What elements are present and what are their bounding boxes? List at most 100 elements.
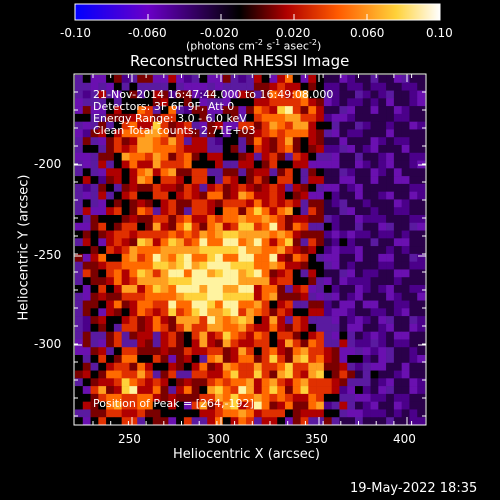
heatmap-cell bbox=[316, 215, 325, 224]
heatmap-cell bbox=[339, 269, 348, 278]
heatmap-cell bbox=[106, 285, 115, 294]
heatmap-cell bbox=[238, 113, 247, 122]
heatmap-cell bbox=[393, 246, 402, 255]
heatmap-cell bbox=[121, 75, 130, 84]
heatmap-cell bbox=[401, 386, 410, 395]
heatmap-cell bbox=[113, 386, 122, 395]
heatmap-cell bbox=[82, 90, 91, 99]
heatmap-cell bbox=[401, 176, 410, 185]
heatmap-cell bbox=[176, 269, 185, 278]
heatmap-cell bbox=[152, 378, 161, 387]
heatmap-cell bbox=[323, 339, 332, 348]
heatmap-cell bbox=[199, 417, 208, 426]
heatmap-cell bbox=[207, 152, 216, 161]
heatmap-cell bbox=[331, 168, 340, 177]
heatmap-cell bbox=[269, 168, 278, 177]
heatmap-cell bbox=[339, 409, 348, 418]
heatmap-cell bbox=[362, 176, 371, 185]
units-part: ) bbox=[316, 39, 322, 53]
heatmap-cell bbox=[300, 230, 309, 239]
heatmap-image bbox=[75, 75, 426, 426]
heatmap-cell bbox=[261, 417, 270, 426]
heatmap-cell bbox=[292, 98, 301, 107]
heatmap-cell bbox=[300, 176, 309, 185]
heatmap-cell bbox=[106, 121, 115, 130]
heatmap-cell bbox=[246, 370, 255, 379]
heatmap-cell bbox=[98, 90, 107, 99]
heatmap-cell bbox=[347, 277, 356, 286]
heatmap-cell bbox=[261, 308, 270, 317]
heatmap-cell bbox=[230, 401, 239, 410]
heatmap-cell bbox=[238, 269, 247, 278]
heatmap-cell bbox=[393, 106, 402, 115]
heatmap-cell bbox=[121, 308, 130, 317]
heatmap-cell bbox=[82, 393, 91, 402]
colorbar-ticks bbox=[74, 14, 441, 20]
heatmap-cell bbox=[176, 285, 185, 294]
heatmap-cell bbox=[292, 183, 301, 192]
heatmap-cell bbox=[113, 160, 122, 169]
heatmap-cell bbox=[183, 261, 192, 270]
heatmap-cell bbox=[246, 347, 255, 356]
heatmap-cell bbox=[253, 207, 262, 216]
heatmap-cell bbox=[113, 370, 122, 379]
footer-timestamp: 19-May-2022 18:35 bbox=[350, 481, 478, 496]
heatmap-cell bbox=[176, 347, 185, 356]
heatmap-cell bbox=[331, 82, 340, 91]
heatmap-cell bbox=[152, 292, 161, 301]
heatmap-cell bbox=[261, 277, 270, 286]
heatmap-cell bbox=[409, 129, 418, 138]
heatmap-cell bbox=[347, 300, 356, 309]
heatmap-cell bbox=[191, 323, 200, 332]
heatmap-cell bbox=[417, 269, 426, 278]
heatmap-cell bbox=[339, 238, 348, 247]
heatmap-cell bbox=[378, 386, 387, 395]
heatmap-cell bbox=[176, 90, 185, 99]
heatmap-cell bbox=[246, 137, 255, 146]
heatmap-cell bbox=[323, 253, 332, 262]
heatmap-cell bbox=[316, 113, 325, 122]
heatmap-cell bbox=[230, 285, 239, 294]
heatmap-cell bbox=[145, 121, 154, 130]
heatmap-cell bbox=[121, 300, 130, 309]
heatmap-cell bbox=[222, 176, 231, 185]
heatmap-cell bbox=[401, 168, 410, 177]
heatmap-cell bbox=[145, 331, 154, 340]
heatmap-cell bbox=[355, 378, 364, 387]
heatmap-cell bbox=[300, 285, 309, 294]
heatmap-cell bbox=[277, 121, 286, 130]
heatmap-cell bbox=[191, 269, 200, 278]
heatmap-cell bbox=[191, 253, 200, 262]
heatmap-cell bbox=[160, 246, 169, 255]
colorbar-tick-label: 0.060 bbox=[350, 26, 385, 40]
heatmap-cell bbox=[409, 207, 418, 216]
heatmap-cell bbox=[285, 347, 294, 356]
heatmap-cell bbox=[98, 222, 107, 231]
heatmap-cell bbox=[308, 113, 317, 122]
heatmap-cell bbox=[347, 230, 356, 239]
heatmap-cell bbox=[75, 121, 84, 130]
heatmap-cell bbox=[378, 98, 387, 107]
heatmap-cell bbox=[160, 90, 169, 99]
heatmap-cell bbox=[176, 308, 185, 317]
heatmap-cell bbox=[261, 331, 270, 340]
heatmap-cell bbox=[386, 347, 395, 356]
heatmap-cell bbox=[316, 362, 325, 371]
heatmap-cell bbox=[378, 285, 387, 294]
heatmap-cell bbox=[277, 183, 286, 192]
heatmap-cell bbox=[292, 145, 301, 154]
heatmap-cell bbox=[199, 409, 208, 418]
heatmap-cell bbox=[378, 121, 387, 130]
heatmap-cell bbox=[355, 370, 364, 379]
heatmap-cell bbox=[386, 323, 395, 332]
heatmap-cell bbox=[152, 199, 161, 208]
heatmap-cell bbox=[246, 183, 255, 192]
heatmap-cell bbox=[75, 362, 84, 371]
heatmap-cell bbox=[339, 168, 348, 177]
heatmap-cell bbox=[300, 183, 309, 192]
heatmap-cell bbox=[331, 261, 340, 270]
heatmap-cell bbox=[75, 292, 84, 301]
heatmap-cell bbox=[323, 183, 332, 192]
heatmap-cell bbox=[106, 378, 115, 387]
heatmap-cell bbox=[160, 269, 169, 278]
